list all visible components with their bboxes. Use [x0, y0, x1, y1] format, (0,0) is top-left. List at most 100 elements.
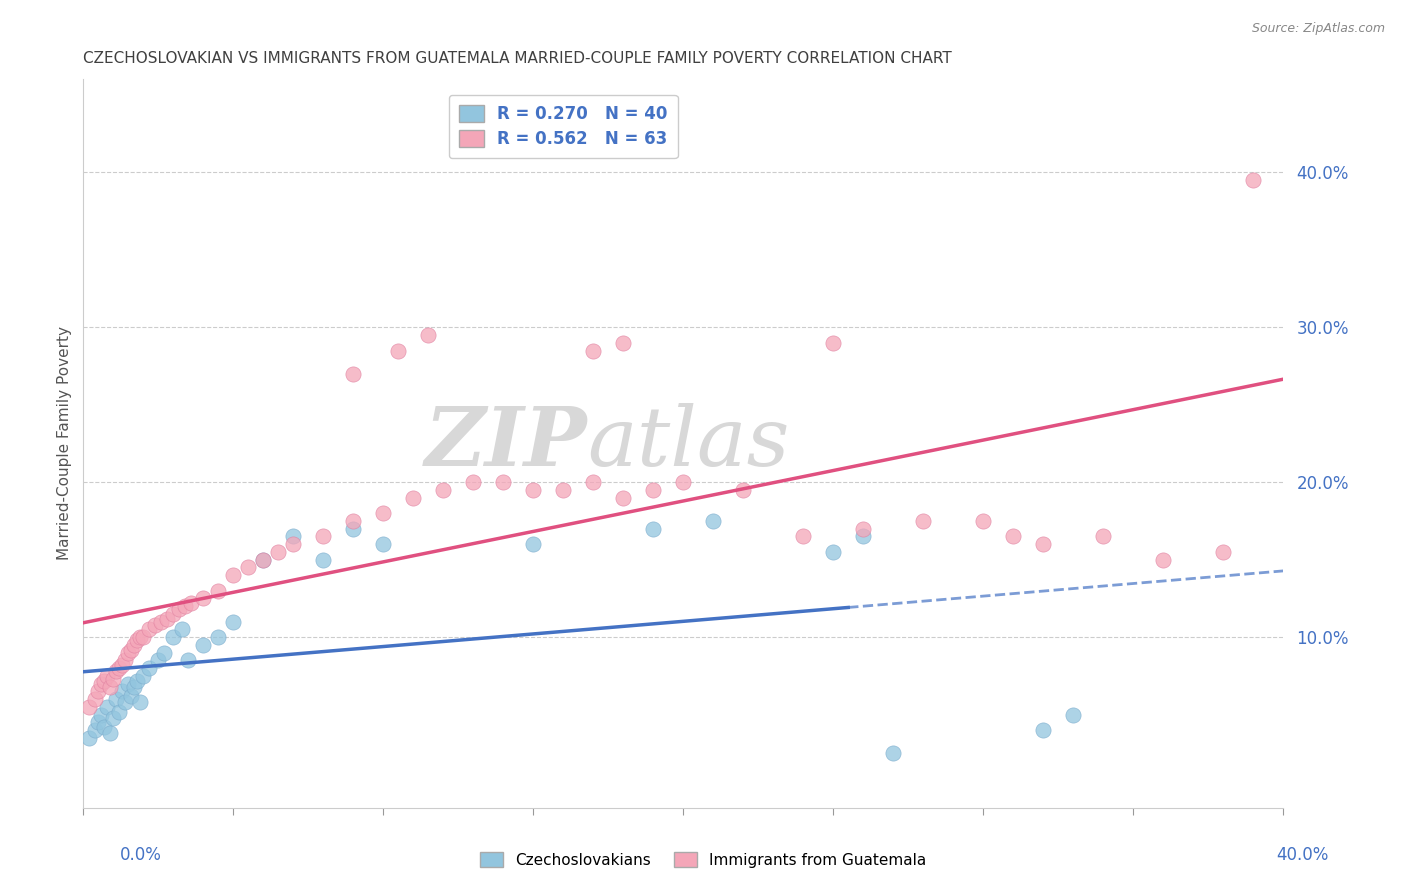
- Point: [373, 506, 395, 520]
- Point: [522, 483, 544, 497]
- Point: [84, 692, 107, 706]
- Point: [132, 630, 155, 644]
- Point: [852, 529, 875, 543]
- Point: [612, 335, 634, 350]
- Point: [387, 343, 409, 358]
- Point: [132, 669, 155, 683]
- Point: [612, 491, 634, 505]
- Point: [148, 653, 170, 667]
- Point: [162, 607, 184, 621]
- Point: [702, 514, 724, 528]
- Point: [93, 720, 115, 734]
- Point: [418, 328, 440, 343]
- Point: [124, 680, 146, 694]
- Point: [463, 475, 485, 490]
- Point: [93, 673, 115, 688]
- Point: [79, 699, 101, 714]
- Point: [283, 529, 305, 543]
- Legend: Czechoslovakians, Immigrants from Guatemala: Czechoslovakians, Immigrants from Guatem…: [474, 846, 932, 873]
- Point: [96, 669, 118, 683]
- Point: [207, 583, 229, 598]
- Point: [108, 661, 131, 675]
- Point: [169, 602, 191, 616]
- Point: [1032, 537, 1054, 551]
- Point: [114, 653, 136, 667]
- Point: [432, 483, 454, 497]
- Point: [312, 552, 335, 566]
- Point: [582, 343, 605, 358]
- Point: [120, 642, 142, 657]
- Point: [193, 638, 215, 652]
- Point: [1002, 529, 1025, 543]
- Point: [103, 711, 125, 725]
- Point: [177, 653, 200, 667]
- Point: [1152, 552, 1174, 566]
- Point: [342, 514, 364, 528]
- Point: [582, 475, 605, 490]
- Text: CZECHOSLOVAKIAN VS IMMIGRANTS FROM GUATEMALA MARRIED-COUPLE FAMILY POVERTY CORRE: CZECHOSLOVAKIAN VS IMMIGRANTS FROM GUATE…: [83, 51, 952, 66]
- Text: atlas: atlas: [588, 403, 790, 483]
- Point: [129, 695, 152, 709]
- Point: [114, 695, 136, 709]
- Point: [96, 699, 118, 714]
- Point: [222, 615, 245, 629]
- Point: [193, 591, 215, 606]
- Point: [98, 726, 121, 740]
- Point: [643, 483, 665, 497]
- Point: [267, 545, 290, 559]
- Point: [153, 646, 176, 660]
- Point: [492, 475, 515, 490]
- Point: [972, 514, 994, 528]
- Point: [84, 723, 107, 738]
- Point: [98, 680, 121, 694]
- Text: 0.0%: 0.0%: [120, 846, 162, 863]
- Point: [108, 705, 131, 719]
- Point: [402, 491, 425, 505]
- Point: [882, 747, 904, 761]
- Point: [127, 633, 149, 648]
- Text: ZIP: ZIP: [425, 403, 588, 483]
- Point: [138, 623, 160, 637]
- Point: [162, 630, 184, 644]
- Point: [103, 672, 125, 686]
- Point: [672, 475, 695, 490]
- Point: [172, 623, 194, 637]
- Point: [222, 568, 245, 582]
- Point: [342, 367, 364, 381]
- Point: [1212, 545, 1234, 559]
- Point: [207, 630, 229, 644]
- Point: [792, 529, 814, 543]
- Point: [1062, 707, 1084, 722]
- Point: [105, 665, 128, 679]
- Point: [117, 676, 139, 690]
- Point: [1092, 529, 1115, 543]
- Text: 40.0%: 40.0%: [1277, 846, 1329, 863]
- Point: [90, 707, 112, 722]
- Point: [312, 529, 335, 543]
- Point: [283, 537, 305, 551]
- Point: [143, 617, 166, 632]
- Point: [124, 638, 146, 652]
- Point: [105, 692, 128, 706]
- Point: [174, 599, 197, 614]
- Text: Source: ZipAtlas.com: Source: ZipAtlas.com: [1251, 22, 1385, 36]
- Point: [156, 611, 179, 625]
- Point: [138, 661, 160, 675]
- Point: [342, 522, 364, 536]
- Point: [79, 731, 101, 745]
- Point: [180, 596, 202, 610]
- Point: [87, 684, 110, 698]
- Point: [823, 545, 845, 559]
- Point: [522, 537, 544, 551]
- Point: [1032, 723, 1054, 738]
- Point: [643, 522, 665, 536]
- Point: [553, 483, 575, 497]
- Point: [733, 483, 755, 497]
- Point: [117, 646, 139, 660]
- Point: [111, 658, 134, 673]
- Point: [87, 715, 110, 730]
- Point: [252, 552, 274, 566]
- Point: [90, 676, 112, 690]
- Point: [238, 560, 260, 574]
- Legend: R = 0.270   N = 40, R = 0.562   N = 63: R = 0.270 N = 40, R = 0.562 N = 63: [449, 95, 678, 158]
